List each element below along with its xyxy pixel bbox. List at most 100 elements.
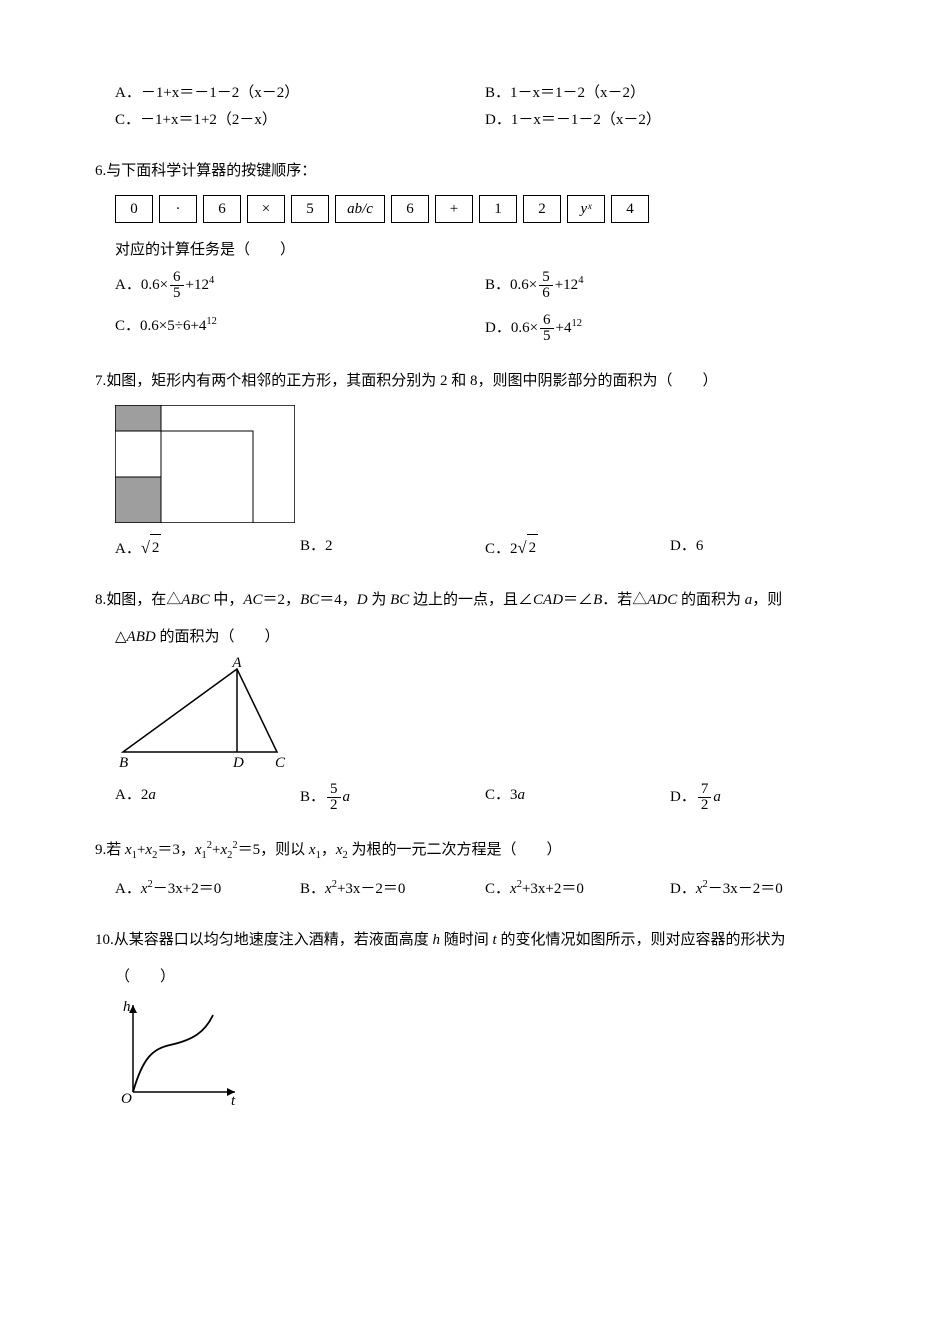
q10-figure: h t O: [115, 997, 855, 1107]
calculator-keys: 0 · 6 × 5 ab/c 6 + 1 2 yˣ 4: [115, 195, 855, 223]
q9-s1b: 1: [202, 850, 207, 861]
q5-options: A．－1+x＝－1－2（x－2） B．1－x＝1－2（x－2） C．－1+x＝1…: [115, 80, 855, 134]
q9-options: A．x2－3x+2＝0 B．x2+3x－2＝0 C．x2+3x+2＝0 D．x2…: [115, 876, 855, 903]
q8-b-var: a: [343, 789, 351, 805]
q7-figure: [115, 405, 855, 523]
q9-opt-d: D．x2－3x－2＝0: [670, 876, 855, 903]
q8-abd: ABD: [127, 629, 156, 645]
q9-e5: ＝5，则以: [238, 842, 309, 858]
q8-opt-a: A．2a: [115, 782, 300, 813]
q8-svg: A B C D: [115, 657, 290, 772]
q10-svg: h t O: [115, 997, 245, 1107]
q9-c-x: x: [510, 881, 517, 897]
q10-pre: 10.从某容器口以均匀地速度注入酒精，若液面高度: [95, 932, 433, 948]
q9-opt-c: C．x2+3x+2＝0: [485, 876, 670, 903]
q6-b-post: +12: [555, 277, 578, 293]
key-2: 2: [523, 195, 561, 223]
q8-c-var: a: [518, 787, 526, 803]
q6-b-frac: 56: [539, 270, 553, 301]
q8-label-d: D: [232, 755, 244, 771]
q9-b-t: +3x－2＝0: [337, 881, 405, 897]
q8-d-den: 2: [698, 798, 712, 813]
q8-a-txt: A．2: [115, 787, 148, 803]
q8-b-frac: 52: [327, 782, 341, 813]
q6-b-den: 6: [539, 286, 553, 301]
q8-2pre: △: [115, 629, 127, 645]
key-5: 5: [291, 195, 329, 223]
q9-opt-b: B．x2+3x－2＝0: [300, 876, 485, 903]
q9-s2b: 2: [227, 850, 232, 861]
key-yx: yˣ: [567, 195, 605, 223]
q8-b-den: 2: [327, 798, 341, 813]
q8-abc: ABC: [181, 592, 209, 608]
q8-figure: A B C D: [115, 657, 855, 772]
q9-a-x: x: [141, 881, 148, 897]
q9-x1c: x: [309, 842, 316, 858]
q8-b: B: [593, 592, 602, 608]
q8-label-c: C: [275, 755, 286, 771]
q8-options: A．2a B．52a C．3a D．72a: [115, 782, 855, 813]
q8-bc: BC: [300, 592, 319, 608]
q9-x2c: x: [336, 842, 343, 858]
q9-a-t: －3x+2＝0: [153, 881, 221, 897]
q7-opt-d: D．6: [670, 533, 855, 563]
key-dot: ·: [159, 195, 197, 223]
q9-pre: 9.若: [95, 842, 125, 858]
q8-stem: 8.如图，在△ABC 中，AC＝2，BC＝4，D 为 BC 边上的一点，且∠CA…: [95, 587, 855, 614]
q6-a-post: +12: [186, 277, 209, 293]
q7-c-pre: C．2: [485, 541, 518, 557]
q7-c-sqrt: 2: [518, 533, 539, 563]
key-4: 4: [611, 195, 649, 223]
q6-d-pre: D．0.6×: [485, 320, 538, 336]
q9-b-p: B．: [300, 881, 325, 897]
q10-label-o: O: [121, 1091, 132, 1107]
q6-a-sup: 4: [209, 275, 214, 286]
q6-d-sup: 12: [572, 318, 583, 329]
q6-a-pre: A．0.6×: [115, 277, 168, 293]
q8-opt-c: C．3a: [485, 782, 670, 813]
q9-d-t: －3x－2＝0: [708, 881, 783, 897]
q9-tail: 为根的一元二次方程是（ ）: [348, 842, 562, 858]
q7-a-sqrt: 2: [141, 533, 162, 563]
q6-prompt: 对应的计算任务是（ ）: [115, 237, 855, 264]
q8-b-pre: B．: [300, 789, 325, 805]
q6-a-frac: 65: [170, 270, 184, 301]
q9-a-p: A．: [115, 881, 141, 897]
q5-opt-c: C．－1+x＝1+2（2－x）: [115, 107, 485, 134]
q8-d-pre: D．: [670, 789, 696, 805]
q8-opt-b: B．52a: [300, 782, 485, 813]
q10-label-t: t: [231, 1093, 236, 1107]
q8-m6: 的面积为: [677, 592, 745, 608]
q8-b-num: 5: [327, 782, 341, 798]
q8-cad: CAD: [533, 592, 563, 608]
q7-opt-c: C．22: [485, 533, 670, 563]
q9-b-x: x: [325, 881, 332, 897]
q10-tail: 的变化情况如图所示，则对应容器的形状为: [497, 932, 786, 948]
q6-c-sup: 12: [206, 316, 217, 327]
q8-opt-d: D．72a: [670, 782, 855, 813]
q9-stem: 9.若 x1+x2＝3，x12+x22＝5，则以 x1，x2 为根的一元二次方程…: [95, 837, 855, 866]
q8-e1: ＝2，: [263, 592, 301, 608]
q8-m4: ＝∠: [563, 592, 593, 608]
q7-stem: 7.如图，矩形内有两个相邻的正方形，其面积分别为 2 和 8，则图中阴影部分的面…: [95, 368, 855, 395]
q8-label-b: B: [119, 755, 128, 771]
q5-d-text: D．1－x＝－1－2（x－2）: [485, 112, 661, 128]
q7-svg: [115, 405, 295, 523]
q6-opt-d: D．0.6×65+412: [485, 313, 855, 344]
q7-opt-b: B．2: [300, 533, 485, 563]
q5-opt-d: D．1－x＝－1－2（x－2）: [485, 107, 855, 134]
q8-m1: 中，: [210, 592, 244, 608]
key-abc: ab/c: [335, 195, 385, 223]
q9-x1b: x: [195, 842, 202, 858]
q6-b-num: 5: [539, 270, 553, 286]
q8-ac: AC: [243, 592, 262, 608]
key-0: 0: [115, 195, 153, 223]
q8-m7: ，则: [752, 592, 782, 608]
q6-d-post: +4: [556, 320, 572, 336]
q8-m5: ．若△: [602, 592, 647, 608]
q6-d-den: 5: [540, 329, 554, 344]
q8-label-a: A: [231, 657, 242, 671]
q8-d-frac: 72: [698, 782, 712, 813]
q10-paren: （ ）: [115, 964, 855, 991]
q6-d-num: 6: [540, 313, 554, 329]
